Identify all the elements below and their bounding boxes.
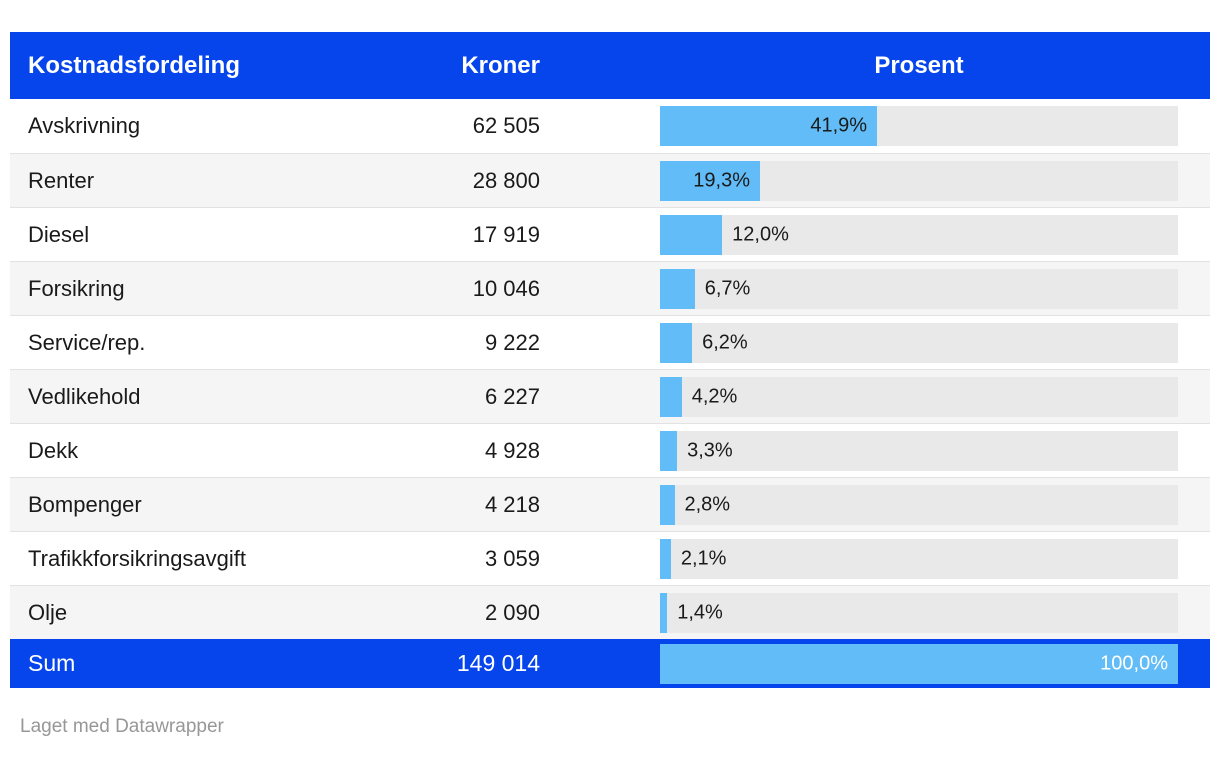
row-kroner-value: 9 222 [484,329,540,355]
row-kroner-value: 4 218 [484,491,540,517]
sum-bar-cell: 100,0% [540,643,1210,684]
bar-percent-label: 2,1% [680,547,727,569]
row-kroner-value: 4 928 [484,437,540,463]
table-row: Olje 2 090 1,4% [10,585,1210,639]
table-chart: Kostnadsfordeling Kroner Prosent Avskriv… [10,32,1210,737]
bar-fill [660,430,678,471]
bar-track: 2,8% [660,484,1178,525]
datawrapper-credit-link[interactable]: Laget med Datawrapper [20,716,224,737]
row-cost-label: Avskrivning [28,113,141,138]
row-bar-cell: 6,2% [540,322,1210,363]
row-kroner-value: 62 505 [472,113,540,138]
bar-track: 12,0% [660,214,1178,255]
header-kroner-column: Kroner [461,51,540,79]
row-kroner-value: 17 919 [472,221,540,247]
table-row: Vedlikehold 6 227 4,2% [10,369,1210,423]
table-row: Service/rep. 9 222 6,2% [10,315,1210,369]
row-bar-cell: 19,3% [540,160,1210,201]
row-bar-cell: 2,1% [540,538,1210,579]
row-bar-cell: 4,2% [540,376,1210,417]
header-prosent-column: Prosent [874,51,964,79]
bar-track: 41,9% [660,106,1178,146]
bar-track: 4,2% [660,376,1178,417]
table-row: Dekk 4 928 3,3% [10,423,1210,477]
table-row: Avskrivning 62 505 41,9% [10,99,1210,153]
row-bar-cell: 12,0% [540,214,1210,255]
sum-bar-fill [660,643,1178,684]
row-bar-cell: 1,4% [540,592,1210,633]
bar-percent-label: 2,8% [684,493,731,515]
row-kroner-value: 10 046 [472,275,540,301]
sum-percent-label: 100,0% [1100,652,1168,674]
row-cost-label: Diesel [28,221,90,247]
bar-percent-label: 3,3% [687,439,733,461]
row-cost-label: Dekk [28,437,79,463]
bar-percent-label: 6,2% [702,331,748,353]
row-kroner-value: 28 800 [472,167,540,193]
row-kroner-value: 3 059 [484,545,540,571]
table-row: Renter 28 800 19,3% [10,153,1210,207]
table-row: Trafikkforsikringsavgift 3 059 2,1% [10,531,1210,585]
table-header-row: Kostnadsfordeling Kroner Prosent [10,32,1210,99]
table-row: Diesel 17 919 12,0% [10,207,1210,261]
row-bar-cell: 41,9% [540,106,1210,146]
table-row: Bompenger 4 218 2,8% [10,477,1210,531]
bar-fill [660,106,878,146]
sum-kroner-value: 149 014 [456,650,540,676]
row-cost-label: Vedlikehold [28,383,141,409]
bar-fill [660,592,668,633]
bar-percent-label: 19,3% [693,169,750,191]
row-kroner-value: 2 090 [484,599,540,625]
bar-percent-label: 4,2% [691,385,738,407]
bar-fill [660,214,723,255]
bar-percent-label: 41,9% [810,114,868,137]
bar-fill [660,322,693,363]
bar-percent-label: 1,4% [677,601,723,623]
row-bar-cell: 6,7% [540,268,1210,309]
bar-track: 6,7% [660,268,1178,309]
bar-fill [660,160,760,201]
row-bar-cell: 3,3% [540,430,1210,471]
row-cost-label: Olje [28,599,68,625]
sum-bar-track: 100,0% [660,643,1178,684]
bar-fill [660,484,675,525]
bar-fill [660,538,671,579]
bar-track: 6,2% [660,322,1178,363]
row-cost-label: Bompenger [28,491,142,517]
header-cost-column: Kostnadsfordeling [28,51,241,79]
row-bar-cell: 2,8% [540,484,1210,525]
bar-fill [660,376,682,417]
bar-percent-label: 12,0% [732,223,789,245]
bar-percent-label: 6,7% [704,277,751,299]
bar-track: 3,3% [660,430,1178,471]
table-row: Forsikring 10 046 6,7% [10,261,1210,315]
bar-track: 1,4% [660,592,1178,633]
row-cost-label: Renter [28,167,95,193]
bar-track: 2,1% [660,538,1178,579]
sum-label: Sum [28,650,76,676]
bar-fill [660,268,695,309]
row-cost-label: Forsikring [28,275,125,301]
row-kroner-value: 6 227 [484,383,540,409]
row-cost-label: Trafikkforsikringsavgift [28,545,247,571]
row-cost-label: Service/rep. [28,329,146,355]
sum-row: Sum 149 014 100,0% [10,639,1210,688]
bar-track: 19,3% [660,160,1178,201]
table-body: Avskrivning 62 505 41,9% Renter 28 800 1… [10,99,1210,639]
